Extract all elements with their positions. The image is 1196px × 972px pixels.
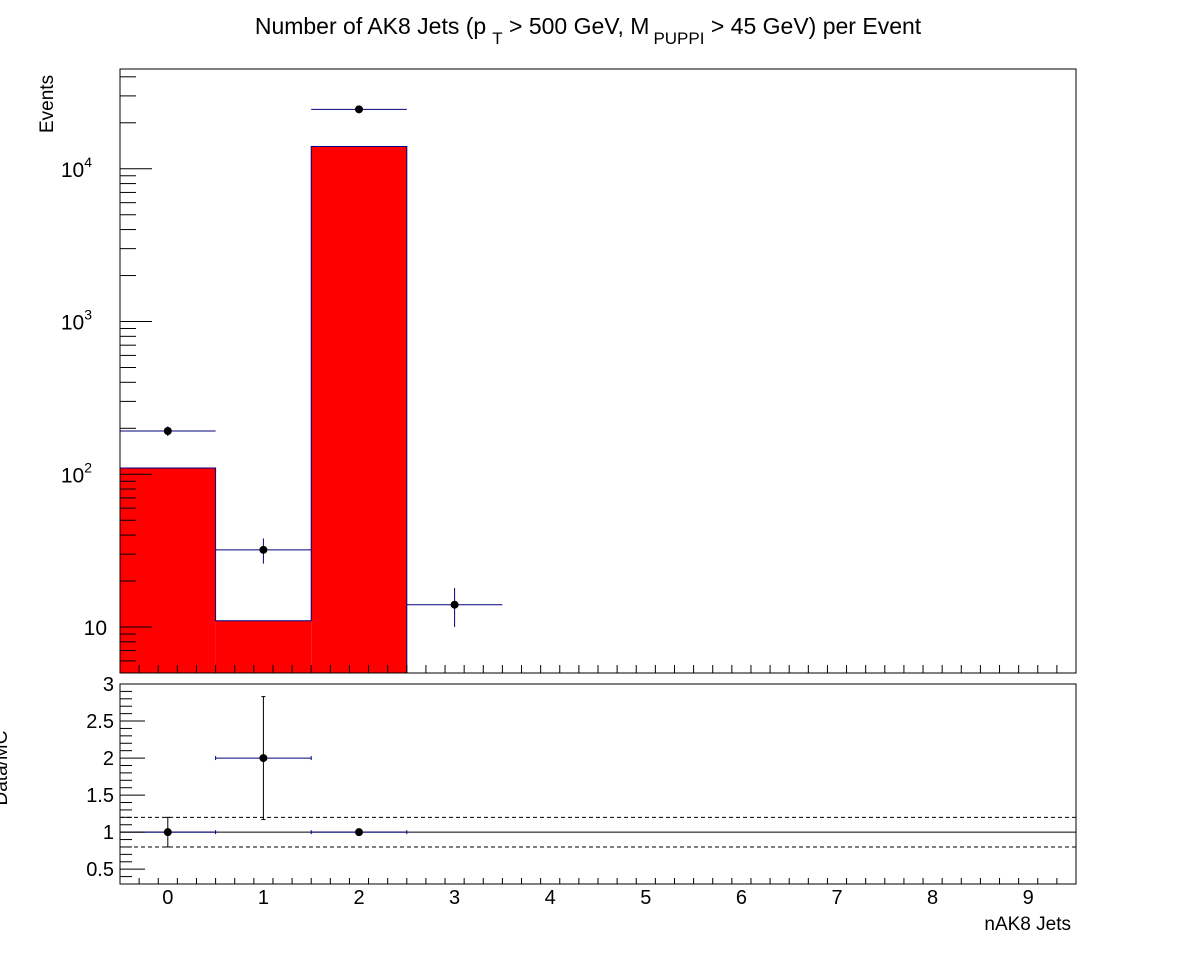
chart-title: Number of AK8 Jets (p T > 500 GeV, M PUPPI… — [255, 13, 922, 48]
x-tick-label: 3 — [449, 887, 460, 909]
title-part-2: > 500 GeV, M — [503, 13, 650, 39]
ratio-point — [215, 696, 312, 821]
ratio-points — [119, 696, 408, 848]
ratio-plot-frame — [119, 683, 1077, 885]
y-tick-label-base: 10 — [61, 159, 84, 182]
x-tick-label: 7 — [831, 887, 842, 909]
y-tick-label-exponent: 2 — [84, 459, 92, 475]
ratio-axis-ticks: 0.5 1 1.5 2 2.5 3 0 1 2 3 4 5 6 7 8 9 — [86, 674, 1077, 909]
y-axis-label: Events — [37, 75, 58, 133]
title-sub-puppi: PUPPI — [653, 29, 704, 48]
ratio-y-tick-label: 3 — [103, 674, 114, 696]
ratio-y-axis-label: Data/MC — [0, 731, 12, 806]
data-marker — [450, 600, 459, 609]
y-tick-label: 103 — [61, 307, 92, 335]
title-sub-pt: T — [492, 29, 502, 48]
x-tick-label: 6 — [736, 887, 747, 909]
mc-bar — [311, 146, 407, 673]
ratio-y-tick-label: 1.5 — [86, 785, 114, 807]
x-tick-label: 8 — [927, 887, 938, 909]
x-axis-label: nAK8 Jets — [984, 914, 1071, 935]
y-tick-label-exponent: 3 — [84, 307, 92, 323]
ratio-reference-lines — [120, 816, 1076, 848]
data-points — [120, 105, 503, 628]
ratio-marker — [163, 828, 172, 837]
mc-bar — [120, 467, 216, 673]
data-point — [120, 426, 216, 437]
title-part-3: > 45 GeV) per Event — [704, 13, 921, 39]
x-tick-label: 1 — [258, 887, 269, 909]
ratio-y-tick-label: 2 — [103, 748, 114, 770]
y-tick-label-base: 10 — [61, 312, 84, 335]
data-marker — [163, 426, 172, 435]
x-tick-label: 0 — [162, 887, 173, 909]
mc-outline — [120, 145, 408, 673]
ratio-point — [310, 828, 408, 837]
data-point — [311, 105, 407, 114]
x-tick-label: 5 — [640, 887, 651, 909]
data-point — [215, 538, 312, 564]
x-tick-label: 9 — [1023, 887, 1034, 909]
data-point — [406, 588, 503, 628]
data-marker — [355, 105, 363, 114]
title-part-1: Number of AK8 Jets (p — [255, 13, 486, 39]
y-tick-label-base: 10 — [61, 464, 84, 487]
y-tick-label-exponent: 4 — [84, 154, 92, 170]
ratio-plot-panel: 0.5 1 1.5 2 2.5 3 0 1 2 3 4 5 6 7 8 9 Data/MC nAK8 Jets — [0, 674, 1077, 935]
x-tick-label: 4 — [545, 887, 556, 909]
y-tick-label-base: 10 — [84, 617, 107, 640]
mc-histogram — [120, 145, 408, 673]
x-tick-label: 2 — [353, 887, 364, 909]
main-plot-frame — [119, 68, 1077, 674]
ratio-marker — [259, 754, 268, 763]
y-tick-label: 10 — [84, 617, 107, 640]
ratio-y-tick-label: 2.5 — [86, 711, 114, 733]
y-tick-label: 104 — [61, 154, 92, 182]
ratio-y-tick-label: 0.5 — [86, 859, 114, 881]
ratio-marker — [355, 828, 363, 837]
ratio-y-tick-label: 1 — [103, 822, 114, 844]
data-marker — [259, 545, 268, 554]
mc-bar — [215, 620, 312, 673]
y-tick-label: 102 — [61, 459, 92, 487]
